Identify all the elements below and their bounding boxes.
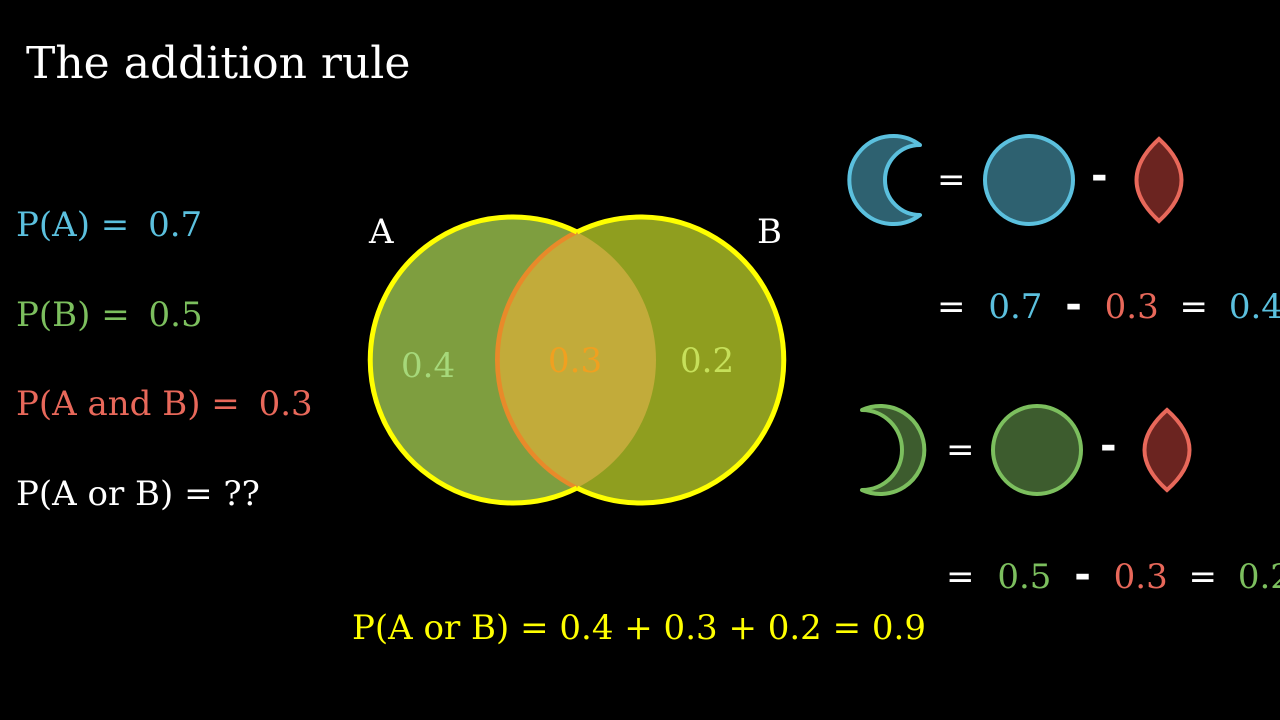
rule-b-calc: = 0.5 - 0.3 = 0.2: [946, 552, 1280, 598]
final-equation: P(A or B) = 0.4 + 0.3 + 0.2 = 0.9: [352, 608, 926, 648]
rule-b-calc-equals: =: [946, 557, 975, 597]
rule-b-calc-equals2: =: [1189, 557, 1218, 597]
circle-b-icon: [993, 406, 1081, 494]
rule-b-calc-v1: 0.5: [997, 557, 1051, 597]
lens-b-icon: [1145, 410, 1190, 490]
rule-b-minus: -: [1100, 423, 1117, 469]
rule-b-calc-minus: -: [1074, 552, 1091, 598]
rule-b-equals: =: [946, 430, 975, 470]
crescent-b-icon: [862, 406, 924, 494]
rule-b-calc-result: 0.2: [1238, 557, 1280, 597]
rule-b-calc-v2: 0.3: [1114, 557, 1168, 597]
